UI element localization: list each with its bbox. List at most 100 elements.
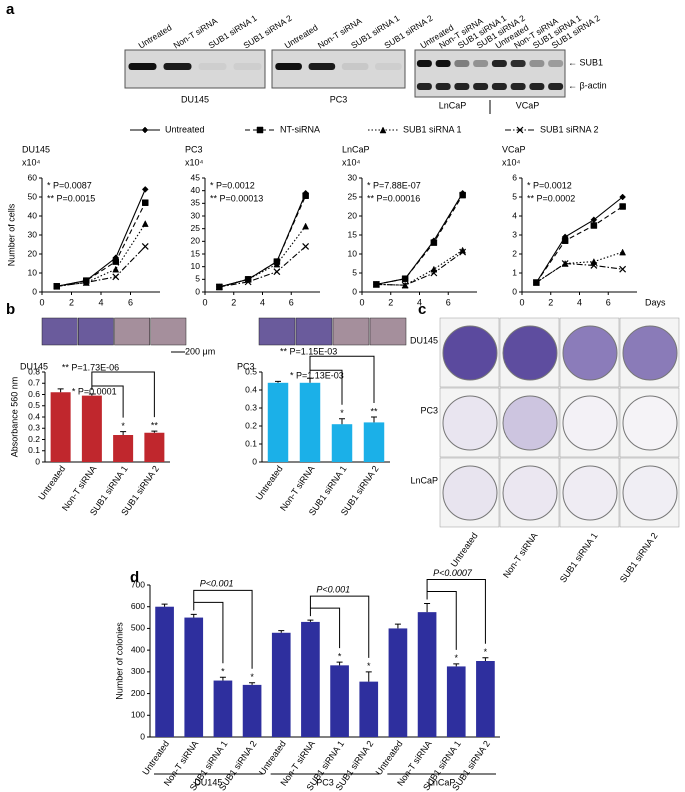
error-bar [339, 418, 345, 425]
band-label: ← SUB1 [568, 57, 603, 67]
significance-star: * [250, 672, 254, 682]
band [510, 83, 526, 90]
group-label: DU145 [194, 777, 222, 787]
y-tick-label: 4 [512, 210, 517, 220]
y-tick-label: 50 [28, 191, 38, 201]
y-tick-label: 300 [131, 666, 145, 676]
y-tick-label: 600 [131, 601, 145, 611]
axis-unit: x10⁴ [22, 157, 41, 167]
error-bar [424, 602, 431, 613]
error-bar [275, 380, 281, 383]
y-tick-label: 25 [191, 223, 201, 233]
marker [619, 265, 627, 273]
y-tick-label: 200 [131, 688, 145, 698]
plate [622, 395, 678, 451]
annotation: ** P=0.00013 [210, 193, 263, 203]
y-tick-label: 3 [512, 229, 517, 239]
x-tick-label: 0 [202, 297, 207, 307]
annotation: ** P=1.15E-03 [280, 347, 337, 357]
x-tick-label: 6 [446, 297, 451, 307]
y-tick-label: 0 [252, 456, 257, 466]
y-tick-label: 0.4 [28, 411, 40, 421]
y-tick-label: 45 [191, 172, 201, 182]
x-tick-label: Untreated [254, 464, 285, 502]
plate [562, 395, 618, 451]
annotation: ** P=0.0015 [47, 193, 95, 203]
bar [213, 680, 233, 737]
annotation: * P=7.88E-07 [367, 180, 421, 190]
error-bar [57, 388, 64, 393]
bar [184, 617, 204, 737]
band [548, 60, 564, 67]
y-tick-label: 0.5 [28, 400, 40, 410]
marker [112, 265, 120, 273]
plate [502, 325, 558, 381]
plate-row-label: LnCaP [410, 475, 438, 485]
bar [242, 684, 262, 737]
blot-cell-label: LnCaP [439, 100, 467, 110]
blot-cell-label: PC3 [330, 94, 348, 104]
error-bar [219, 676, 226, 681]
chart-title: LnCaP [342, 144, 370, 154]
plate-row-label: DU145 [410, 335, 438, 345]
x-tick-label: 2 [548, 297, 553, 307]
bracket [193, 589, 253, 669]
plate [442, 325, 498, 381]
bar [271, 632, 291, 737]
y-tick-label: 6 [512, 172, 517, 182]
annotation: ** P=0.00016 [367, 193, 420, 203]
bar [476, 661, 495, 737]
marker [273, 260, 281, 268]
band [548, 83, 564, 90]
y-tick-label: 0 [352, 286, 357, 296]
x-tick-label: 6 [606, 297, 611, 307]
band [341, 63, 369, 70]
invasion-image [78, 317, 114, 346]
annotation: * P=0.0012 [527, 180, 572, 190]
blot-cell-label: VCaP [516, 100, 540, 110]
legend-label: Untreated [165, 124, 205, 134]
marker [112, 258, 119, 265]
y-tick-label: 0.2 [245, 420, 257, 430]
band [275, 63, 302, 70]
legend-label: SUB1 siRNA 1 [403, 124, 462, 134]
y-tick-label: 0.4 [245, 384, 257, 394]
bar [267, 382, 289, 462]
plate-row-label: PC3 [420, 405, 438, 415]
legend-marker [141, 126, 149, 134]
marker [561, 260, 569, 267]
band [473, 83, 489, 90]
marker [372, 280, 380, 288]
lane-label: Untreated [283, 22, 320, 50]
y-tick-label: 10 [348, 248, 358, 258]
x-tick-label: Untreated [140, 739, 171, 777]
marker [273, 268, 281, 276]
significance-star: * [484, 647, 488, 657]
marker [142, 199, 149, 206]
marker [590, 261, 598, 269]
marker [459, 191, 466, 199]
lane-label: Untreated [136, 22, 173, 50]
error-bar [161, 603, 168, 607]
error-bar [151, 430, 158, 433]
bar [81, 395, 102, 462]
x-tick-label: 0 [519, 297, 524, 307]
bar [363, 422, 385, 462]
series-line [56, 189, 146, 287]
axis-unit: x10⁴ [185, 157, 204, 167]
plate-column-label: SUB1 siRNA 2 [618, 531, 660, 585]
y-tick-label: 10 [28, 267, 38, 277]
band [529, 60, 545, 67]
error-bar [307, 377, 313, 383]
bar [331, 424, 353, 462]
error-bar [88, 393, 95, 396]
y-tick-label: 60 [28, 172, 38, 182]
bar [155, 606, 174, 737]
marker [430, 239, 438, 246]
error-bar [190, 613, 197, 618]
legend-marker [256, 126, 264, 134]
band [233, 63, 262, 70]
y-tick-label: 15 [191, 248, 201, 258]
y-tick-label: 0.7 [28, 378, 40, 388]
marker [619, 203, 626, 210]
